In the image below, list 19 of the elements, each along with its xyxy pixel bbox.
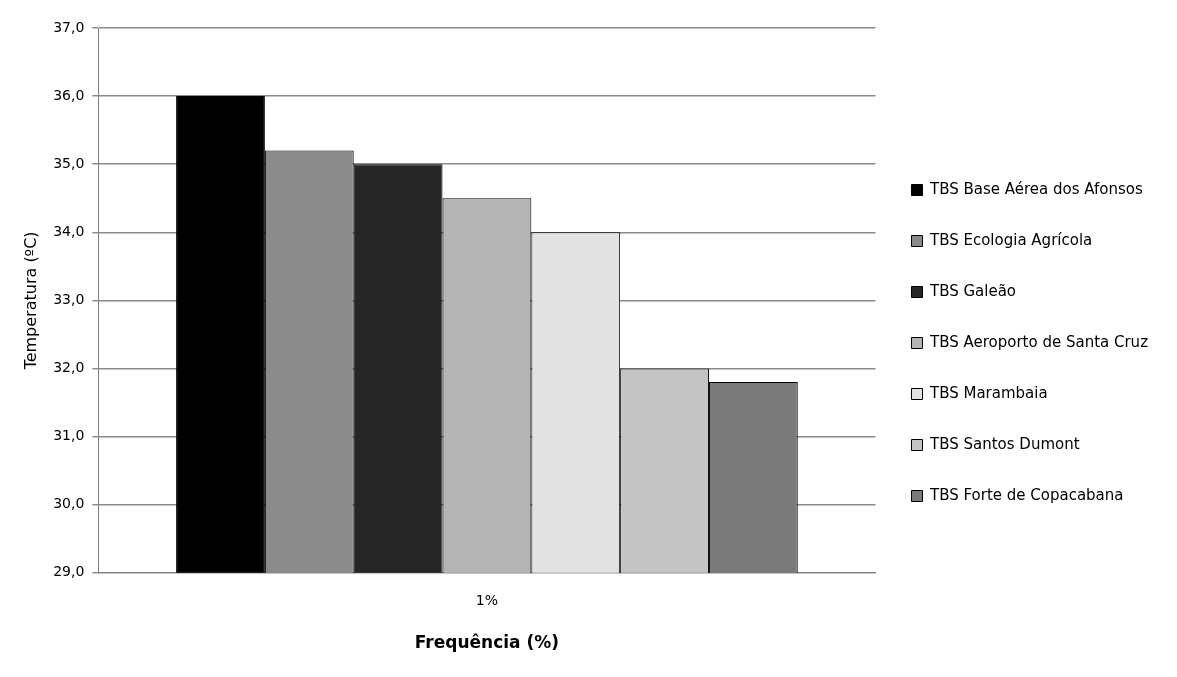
- legend-label: TBS Forte de Copacabana: [928, 485, 1124, 504]
- y-tick-label: 33,0: [53, 291, 85, 308]
- y-tick-label: 36,0: [53, 86, 85, 103]
- legend-label: TBS Ecologia Agrícola: [928, 230, 1093, 249]
- y-tick-label: 32,0: [53, 359, 85, 376]
- y-tick-label: 31,0: [53, 427, 85, 444]
- legend-label: TBS Marambaia: [928, 383, 1048, 402]
- y-axis-title: Temperatura (ºC): [20, 231, 40, 371]
- x-tick-label: 1%: [475, 591, 499, 608]
- legend-label: TBS Santos Dumont: [928, 434, 1080, 453]
- legend-label: TBS Galeão: [928, 281, 1017, 300]
- legend-label: TBS Aeroporto de Santa Cruz: [928, 332, 1149, 351]
- y-tick-label: 30,0: [53, 495, 85, 512]
- y-tick-label: 34,0: [53, 222, 85, 239]
- x-axis-title: Frequência (%): [414, 632, 560, 653]
- legend-label: TBS Base Aérea dos Afonsos: [928, 179, 1143, 198]
- y-tick-label: 29,0: [53, 563, 85, 580]
- y-tick-label: 35,0: [53, 154, 85, 171]
- y-tick-label: 37,0: [53, 18, 85, 35]
